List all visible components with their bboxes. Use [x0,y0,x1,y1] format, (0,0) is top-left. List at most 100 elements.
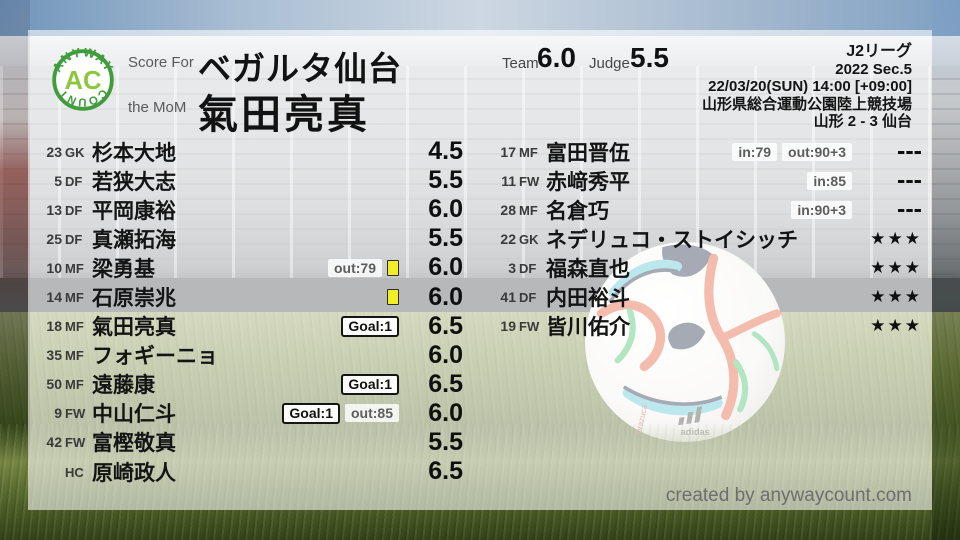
player-score: 6.5 [428,457,463,486]
player-row: 41 DF 内田裕斗 ★★★ [490,282,922,311]
substitution-badge: in:79 [732,142,778,161]
player-position: HC [65,464,84,480]
player-number: 41 [500,289,516,306]
score-sheet-overlay [28,30,932,510]
player-row: 11 FW 赤﨑秀平 in:85 --- [490,166,922,195]
mom-name: 氣田亮真 [198,93,370,137]
player-name: 中山仁斗 [92,403,176,427]
player-position: FW [519,319,540,335]
player-score: --- [897,137,922,166]
player-position: MF [65,260,84,276]
bench-list: 17 MF 富田晋伍 in:79 out:90+3 --- 11 FW 赤﨑秀平 … [490,137,922,341]
player-number: 22 [500,230,516,247]
player-name: 赤﨑秀平 [546,170,630,194]
player-row: 22 GK ネデリュコ・ストイシッチ ★★★ [490,224,922,253]
player-row: 14 MF 石原崇兆 6.0 [36,282,463,311]
player-row: 18 MF 氣田亮真 Goal:1 6.5 [36,312,463,341]
yellow-card-icon [387,259,399,276]
player-score: 6.0 [428,340,463,369]
player-row: 25 DF 真瀬拓海 5.5 [36,224,463,253]
player-position: MF [519,144,538,160]
goal-badge: Goal:1 [282,402,340,424]
player-score: ★★★ [870,316,922,336]
yellow-card-icon [387,289,399,306]
anywaycount-logo: ANYWAY COUNT AC [51,48,115,111]
player-name: 平岡康裕 [92,199,176,223]
player-row: 19 FW 皆川佑介 ★★★ [490,312,922,341]
player-name: 原崎政人 [92,461,176,485]
player-score: 5.5 [428,224,463,253]
player-position: GK [65,144,85,160]
player-row: 5 DF 若狭大志 5.5 [36,166,463,195]
player-name: 富田晋伍 [546,141,630,165]
player-row: 35 MF フォギーニョ 6.0 [36,341,463,370]
player-row: 28 MF 名倉巧 in:90+3 --- [490,195,922,224]
player-badges: Goal:1 out:85 [282,402,399,424]
mom-label: the MoM [128,99,187,116]
player-name: 名倉巧 [546,199,609,223]
team-name: ベガルタ仙台 [198,50,402,87]
player-position: MF [65,377,84,393]
player-score: 5.5 [428,166,463,195]
credit-text: created by anywaycount.com [665,485,912,506]
player-score: 6.0 [428,253,463,282]
player-name: 梁勇基 [92,257,155,281]
judge-rating-value: 5.5 [630,42,669,73]
player-score: 6.0 [428,282,463,311]
player-number: 18 [46,318,62,335]
player-row: 42 FW 富樫敬真 5.5 [36,428,463,457]
player-row: 17 MF 富田晋伍 in:79 out:90+3 --- [490,137,922,166]
final-result: 山形 2 - 3 仙台 [813,113,912,130]
player-score: --- [897,166,922,195]
player-score: 5.5 [428,427,463,456]
player-position: DF [65,202,83,218]
player-score: 6.0 [428,195,463,224]
substitution-badge: in:85 [807,171,852,190]
player-position: MF [65,319,84,335]
player-name: 石原崇兆 [92,287,176,311]
player-number: 10 [46,259,62,276]
player-badges: in:90+3 [791,200,852,219]
player-row: 9 FW 中山仁斗 Goal:1 out:85 6.0 [36,399,463,428]
player-number: 3 [508,259,516,276]
player-name: フォギーニョ [92,345,218,369]
starters-list: 23 GK 杉本大地 4.5 5 DF 若狭大志 5.5 13 DF 平岡康裕 … [36,137,463,486]
player-name: 遠藤康 [92,374,155,398]
player-badges [387,289,399,306]
player-position: MF [519,202,538,218]
player-badges: in:79 out:90+3 [732,142,852,161]
player-position: MF [65,348,84,364]
substitution-badge: in:90+3 [791,200,852,219]
logo-monogram: AC [65,67,102,95]
player-badges: in:85 [807,171,852,190]
player-number: 25 [46,230,62,247]
player-name: 杉本大地 [92,141,176,165]
team-rating-value: 6.0 [537,42,576,73]
player-position: GK [519,231,539,247]
player-number: 5 [54,172,62,189]
match-info-block: J2リーグ 2022 Sec.5 22/03/20(SUN) 14:00 [+0… [702,43,912,131]
player-name: 氣田亮真 [92,316,176,340]
player-row: 50 MF 遠藤康 Goal:1 6.5 [36,370,463,399]
player-name: 富樫敬真 [92,432,176,456]
player-row: 10 MF 梁勇基 out:79 6.0 [36,253,463,282]
player-score: ★★★ [870,228,922,248]
player-number: 9 [54,405,62,422]
player-number: 19 [500,318,516,335]
player-number: 50 [46,376,62,393]
league-name: J2リーグ [846,43,912,60]
kickoff-datetime: 22/03/20(SUN) 14:00 [+09:00] [708,78,912,95]
player-row: 3 DF 福森直也 ★★★ [490,253,922,282]
judge-rating-label: Judge [589,55,630,72]
player-badges: Goal:1 [341,315,399,337]
player-score: 4.5 [428,137,463,166]
goal-badge: Goal:1 [341,315,399,337]
player-number: 17 [500,143,516,160]
player-number: 35 [46,347,62,364]
player-position: MF [65,290,84,306]
player-number: 28 [500,201,516,218]
player-name: 皆川佑介 [546,316,630,340]
player-name: 内田裕斗 [546,287,630,311]
team-rating-label: Team [502,55,539,72]
